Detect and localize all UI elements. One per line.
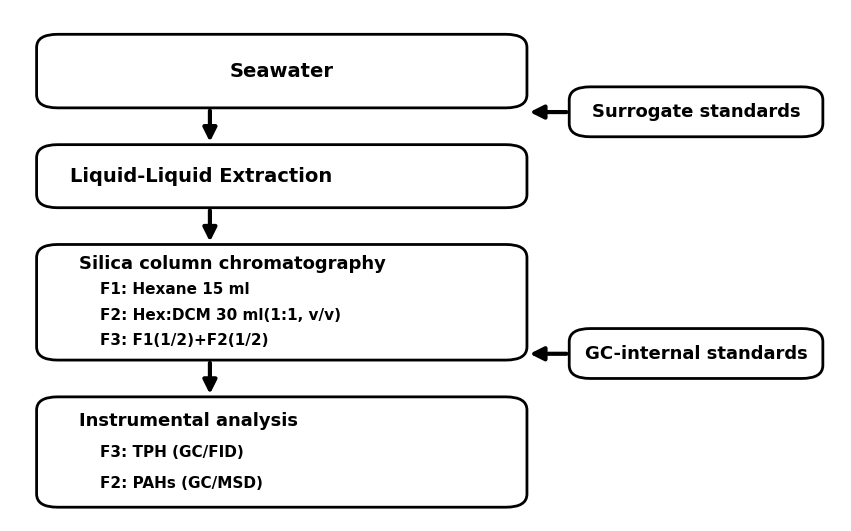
Text: Instrumental analysis: Instrumental analysis	[79, 412, 298, 430]
FancyBboxPatch shape	[37, 397, 527, 507]
FancyBboxPatch shape	[37, 144, 527, 208]
Text: F2: Hex:DCM 30 ml(1:1, v/v): F2: Hex:DCM 30 ml(1:1, v/v)	[79, 307, 341, 323]
Text: F3: TPH (GC/FID): F3: TPH (GC/FID)	[79, 444, 243, 459]
Text: F1: Hexane 15 ml: F1: Hexane 15 ml	[79, 282, 249, 297]
Text: GC-internal standards: GC-internal standards	[585, 345, 808, 363]
Text: F2: PAHs (GC/MSD): F2: PAHs (GC/MSD)	[79, 476, 263, 491]
FancyBboxPatch shape	[37, 35, 527, 108]
FancyBboxPatch shape	[37, 244, 527, 360]
Text: Liquid-Liquid Extraction: Liquid-Liquid Extraction	[71, 167, 333, 186]
FancyBboxPatch shape	[569, 87, 823, 137]
Text: Surrogate standards: Surrogate standards	[591, 103, 800, 121]
FancyBboxPatch shape	[569, 329, 823, 379]
Text: Seawater: Seawater	[230, 62, 334, 81]
Text: Silica column chromatography: Silica column chromatography	[79, 255, 386, 273]
Text: F3: F1(1/2)+F2(1/2): F3: F1(1/2)+F2(1/2)	[79, 333, 268, 348]
